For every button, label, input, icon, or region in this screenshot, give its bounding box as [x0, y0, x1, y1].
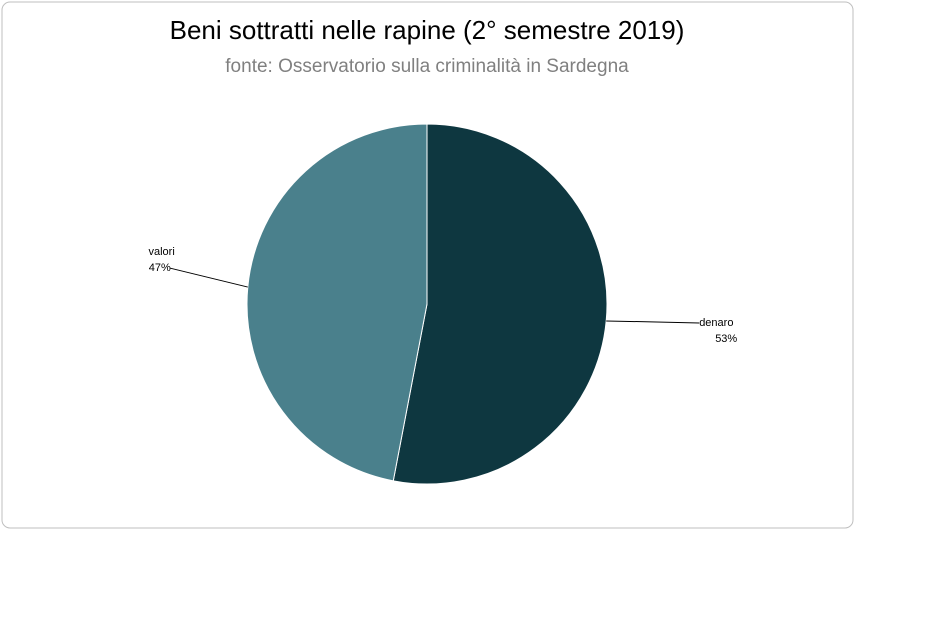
slice-value-label: 53% — [715, 333, 737, 345]
chart-title: Beni sottratti nelle rapine (2° semestre… — [170, 15, 685, 45]
chart-subtitle: fonte: Osservatorio sulla criminalità in… — [225, 56, 629, 77]
slice-label: valori — [149, 246, 175, 258]
slice-value-label: 47% — [149, 262, 171, 274]
slice-label: denaro — [699, 317, 733, 329]
leader-line — [606, 320, 700, 324]
pie-slice — [392, 123, 608, 485]
leader-line — [169, 267, 248, 288]
